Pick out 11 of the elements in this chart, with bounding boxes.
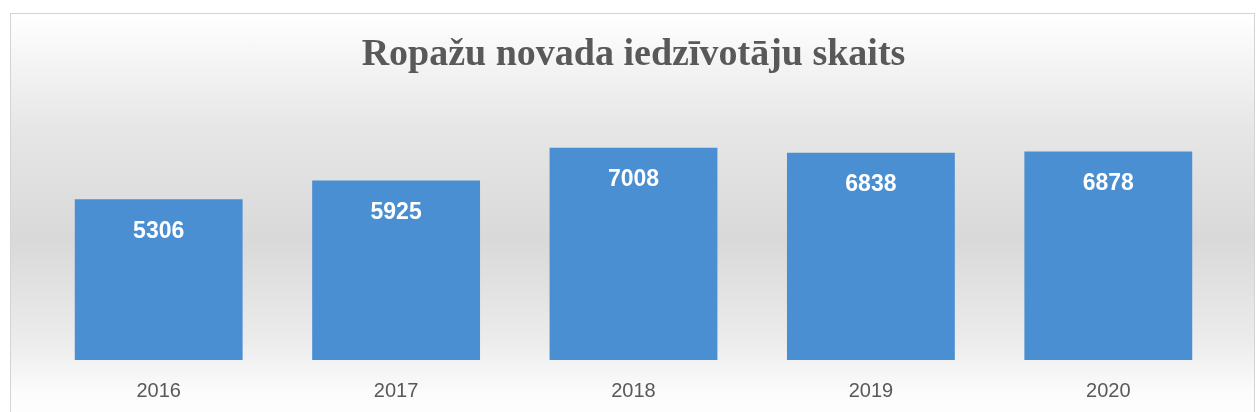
x-tick-label: 2016	[136, 378, 181, 401]
chart-title: Ropažu novada iedzīvotāju skaits	[361, 30, 906, 73]
data-label: 5925	[370, 197, 422, 224]
data-label: 7008	[607, 165, 660, 191]
x-tick-label: 2020	[1086, 378, 1131, 401]
data-label: 6838	[845, 170, 897, 197]
x-tick-label: 2018	[611, 378, 656, 401]
data-label: 6878	[1082, 168, 1135, 195]
x-tick-label: 2017	[373, 378, 419, 401]
x-tick-label: 2019	[848, 378, 894, 401]
data-label: 5306	[133, 216, 185, 243]
